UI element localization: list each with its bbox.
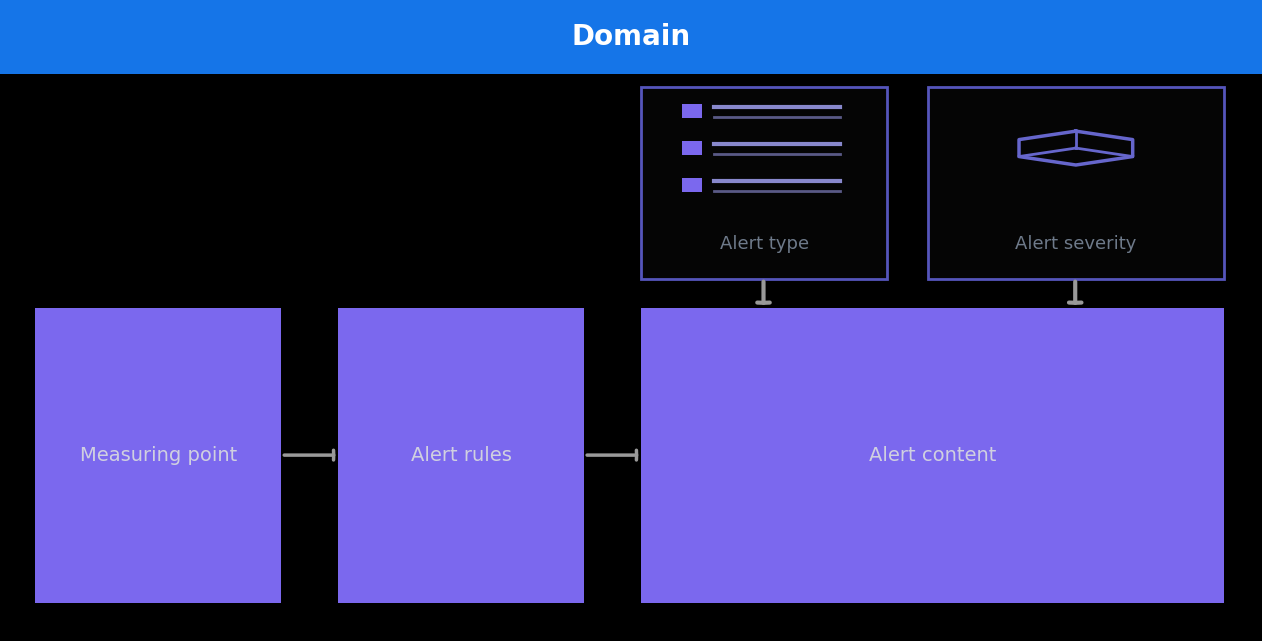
Text: Alert type: Alert type: [719, 235, 809, 253]
FancyBboxPatch shape: [681, 141, 702, 155]
FancyBboxPatch shape: [641, 87, 887, 279]
FancyBboxPatch shape: [641, 308, 1224, 603]
Text: Alert rules: Alert rules: [411, 445, 511, 465]
FancyBboxPatch shape: [35, 308, 281, 603]
FancyBboxPatch shape: [338, 308, 584, 603]
FancyBboxPatch shape: [928, 87, 1224, 279]
FancyBboxPatch shape: [681, 104, 702, 118]
FancyBboxPatch shape: [0, 0, 1262, 74]
Text: Domain: Domain: [572, 23, 690, 51]
FancyBboxPatch shape: [681, 178, 702, 192]
Text: Alert severity: Alert severity: [1015, 235, 1137, 253]
Text: Alert content: Alert content: [870, 445, 996, 465]
Text: Measuring point: Measuring point: [80, 445, 237, 465]
